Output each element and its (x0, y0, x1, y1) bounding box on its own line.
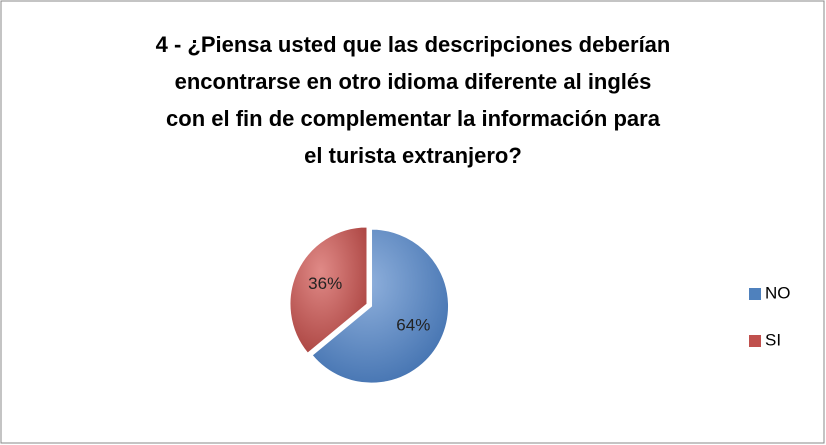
chart-title: encontrarse en otro idioma diferente al … (175, 69, 652, 94)
data-label: 64% (396, 315, 430, 334)
legend-label: NO (765, 283, 791, 302)
pie-slice (311, 228, 450, 384)
legend-swatch (749, 288, 761, 300)
legend-swatch (749, 335, 761, 347)
chart-title: con el fin de complementar la informació… (166, 106, 661, 131)
pie-slice (289, 226, 368, 354)
chart-title: el turista extranjero? (304, 143, 522, 168)
legend-label: SI (765, 330, 781, 349)
data-label: 36% (308, 274, 342, 293)
chart-title: 4 - ¿Piensa usted que las descripciones … (156, 32, 671, 57)
